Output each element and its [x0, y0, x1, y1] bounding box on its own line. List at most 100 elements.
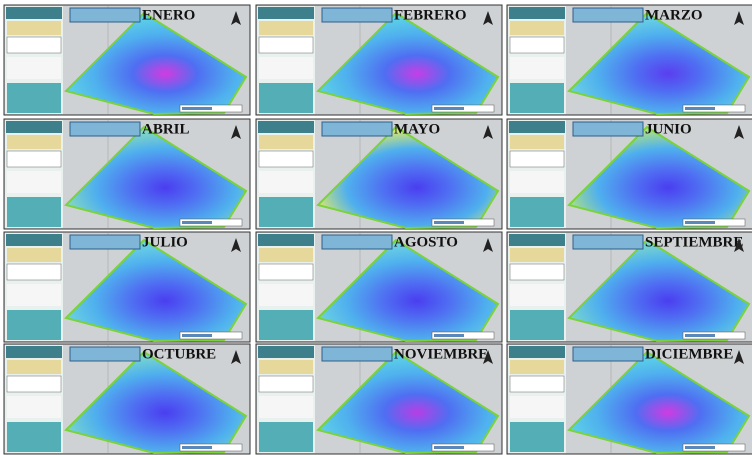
title-box	[573, 8, 643, 22]
sidebar-header	[509, 121, 565, 133]
title-box	[322, 122, 392, 136]
scale-fill	[182, 221, 212, 224]
sidebar-info	[7, 83, 61, 113]
sidebar-info	[259, 310, 313, 340]
month-label: AGOSTO	[394, 234, 458, 250]
month-label: JULIO	[142, 234, 188, 250]
month-label: SEPTIEMBRE	[645, 234, 743, 250]
sidebar-info	[7, 197, 61, 227]
sidebar-legend	[510, 396, 564, 418]
title-box	[70, 122, 140, 136]
sidebar-title	[7, 376, 61, 392]
title-box	[573, 122, 643, 136]
sidebar-title	[259, 376, 313, 392]
sidebar-legend	[510, 57, 564, 79]
month-label: FEBRERO	[394, 7, 467, 23]
sidebar-header	[509, 7, 565, 19]
sidebar-legend	[259, 171, 313, 193]
sidebar-legend	[7, 171, 61, 193]
sidebar-info	[7, 310, 61, 340]
sidebar-title	[7, 151, 61, 167]
map-panel: MAYO	[256, 119, 502, 229]
title-box	[70, 235, 140, 249]
scale-fill	[685, 221, 715, 224]
location-map	[259, 135, 313, 149]
location-map	[259, 21, 313, 35]
sidebar-info	[510, 197, 564, 227]
location-map	[510, 21, 564, 35]
location-map	[259, 248, 313, 262]
sidebar-header	[6, 7, 62, 19]
scale-fill	[685, 107, 715, 110]
scale-fill	[434, 334, 464, 337]
sidebar-title	[259, 151, 313, 167]
scale-fill	[434, 107, 464, 110]
month-label: JUNIO	[645, 121, 692, 137]
sidebar-legend	[259, 57, 313, 79]
map-panel: AGOSTO	[256, 232, 502, 342]
location-map	[7, 248, 61, 262]
sidebar-title	[259, 37, 313, 53]
sidebar-info	[510, 422, 564, 452]
sidebar-title	[7, 37, 61, 53]
map-panel: ABRIL	[4, 119, 250, 229]
month-label: DICIEMBRE	[645, 346, 733, 362]
sidebar-legend	[7, 57, 61, 79]
location-map	[7, 21, 61, 35]
map-panel: OCTUBRE	[4, 344, 250, 454]
map-panel: FEBRERO	[256, 5, 502, 115]
scale-fill	[182, 334, 212, 337]
location-map	[510, 135, 564, 149]
sidebar-header	[6, 346, 62, 358]
title-box	[322, 347, 392, 361]
sidebar-header	[6, 121, 62, 133]
scale-fill	[434, 446, 464, 449]
sidebar-title	[7, 264, 61, 280]
sidebar-header	[258, 7, 314, 19]
location-map	[7, 135, 61, 149]
month-label: OCTUBRE	[142, 346, 216, 362]
map-panel: JUNIO	[507, 119, 752, 229]
title-box	[322, 8, 392, 22]
sidebar-header	[258, 121, 314, 133]
sidebar-header	[6, 234, 62, 246]
title-box	[70, 347, 140, 361]
sidebar-header	[509, 234, 565, 246]
title-box	[573, 235, 643, 249]
location-map	[510, 248, 564, 262]
map-panel: NOVIEMBRE	[256, 344, 502, 454]
map-panel: ENERO	[4, 5, 250, 115]
sidebar-info	[510, 83, 564, 113]
title-box	[573, 347, 643, 361]
month-label: ABRIL	[142, 121, 190, 137]
sidebar-legend	[259, 396, 313, 418]
map-panel: DICIEMBRE	[507, 344, 752, 454]
map-panel: SEPTIEMBRE	[507, 232, 752, 342]
sidebar-title	[510, 264, 564, 280]
sidebar-title	[510, 37, 564, 53]
sidebar-header	[509, 346, 565, 358]
sidebar-info	[510, 310, 564, 340]
sidebar-header	[258, 346, 314, 358]
sidebar-info	[259, 197, 313, 227]
sidebar-info	[259, 422, 313, 452]
sidebar-legend	[7, 396, 61, 418]
location-map	[259, 360, 313, 374]
map-panel: JULIO	[4, 232, 250, 342]
sidebar-legend	[510, 171, 564, 193]
sidebar-title	[259, 264, 313, 280]
month-label: MAYO	[394, 121, 440, 137]
sidebar-title	[510, 151, 564, 167]
scale-fill	[182, 446, 212, 449]
sidebar-info	[259, 83, 313, 113]
month-label: NOVIEMBRE	[394, 346, 488, 362]
sidebar-legend	[7, 284, 61, 306]
sidebar-title	[510, 376, 564, 392]
title-box	[70, 8, 140, 22]
sidebar-info	[7, 422, 61, 452]
month-label: MARZO	[645, 7, 703, 23]
sidebar-legend	[510, 284, 564, 306]
location-map	[510, 360, 564, 374]
month-label: ENERO	[142, 7, 195, 23]
scale-fill	[434, 221, 464, 224]
